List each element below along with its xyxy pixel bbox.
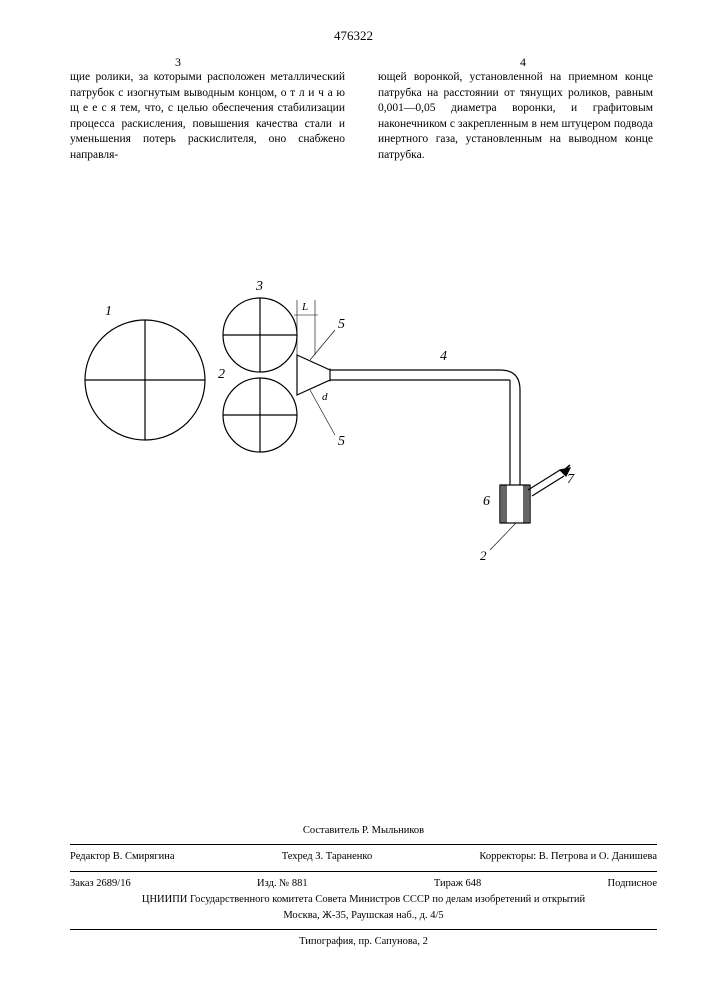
column-number-left: 3 [175, 55, 181, 70]
footer-correctors: Корректоры: В. Петрова и О. Данишева [479, 849, 657, 865]
patent-number: 476322 [0, 28, 707, 44]
diagram-label-1: 1 [105, 304, 112, 319]
footer-org: ЦНИИПИ Государственного комитета Совета … [70, 892, 657, 908]
dim-label-d: d [322, 391, 328, 403]
footer-compiler: Составитель Р. Мыльников [70, 823, 657, 839]
footer-podpisnoe: Подписное [608, 876, 657, 892]
patent-diagram: 1 2 3 4 5 5 6 7 L d 2 [70, 260, 640, 580]
right-column-text: ющей воронкой, установленной на приемном… [378, 70, 653, 163]
diagram-label-5a: 5 [338, 317, 345, 332]
footer-address: Москва, Ж-35, Раушская наб., д. 4/5 [70, 908, 657, 924]
left-column-text: щие ролики, за которыми расположен метал… [70, 70, 345, 163]
footer-block: Составитель Р. Мыльников Редактор В. Сми… [70, 823, 657, 951]
diagram-label-7: 7 [567, 472, 575, 487]
diagram-label-3: 3 [255, 279, 263, 294]
footer-izd: Изд. № 881 [257, 876, 308, 892]
diagram-label-bottom: 2 [480, 548, 487, 563]
footer-techred: Техред З. Тараненко [282, 849, 372, 865]
dim-label-L: L [301, 301, 308, 313]
diagram-label-4: 4 [440, 349, 447, 364]
footer-tirage: Тираж 648 [434, 876, 481, 892]
diagram-label-5b: 5 [338, 434, 345, 449]
diagram-label-6: 6 [483, 494, 490, 509]
diagram-label-2: 2 [218, 367, 225, 382]
footer-order: Заказ 2689/16 [70, 876, 131, 892]
footer-typography: Типография, пр. Сапунова, 2 [70, 929, 657, 950]
footer-editor: Редактор В. Смирягина [70, 849, 175, 865]
column-number-right: 4 [520, 55, 526, 70]
